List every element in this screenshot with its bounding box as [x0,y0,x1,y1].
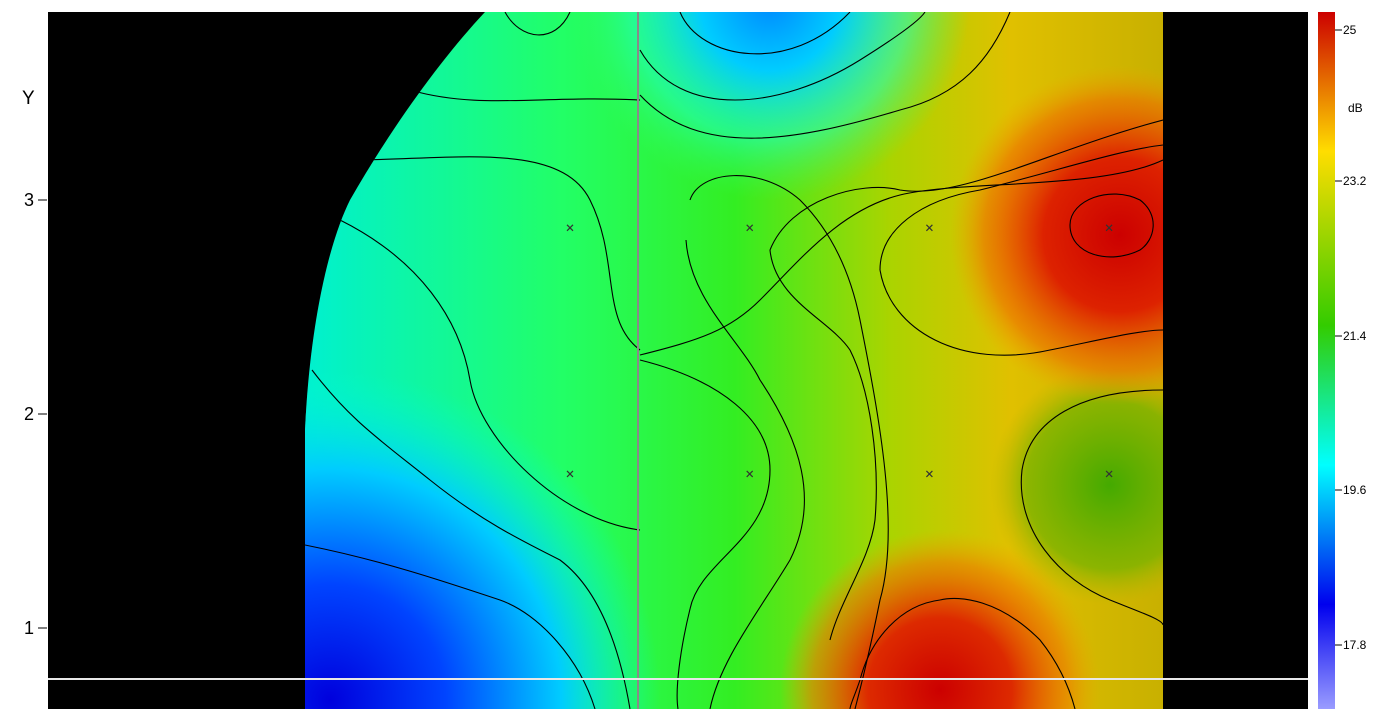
measurement-point-6 [746,470,754,478]
y-axis-ticks: 1 2 3 [24,190,47,638]
colorbar-tick-label-19.6: 19.6 [1343,483,1367,497]
contour-lines [305,12,1163,709]
colorbar-tick-label-25: 25 [1343,23,1357,37]
colorbar [1318,12,1335,709]
measurement-point-5 [566,470,574,478]
colorbar-unit: dB [1348,101,1363,115]
colorbar-tick-label-17.8: 17.8 [1343,638,1367,652]
measurement-point-3 [925,224,933,232]
heatmap-surface [305,12,1163,709]
y-tick-label-2: 2 [24,404,34,424]
measurement-points [566,224,1113,478]
colorbar-tick-label-21.4: 21.4 [1343,329,1367,343]
colorbar-tick-label-23.2: 23.2 [1343,174,1367,188]
y-tick-label-1: 1 [24,618,34,638]
measurement-point-2 [746,224,754,232]
colorbar-ticks: 25 23.2 21.4 19.6 17.8 [1335,23,1367,652]
measurement-point-1 [566,224,574,232]
measurement-point-4 [1105,224,1113,232]
measurement-point-8 [1105,470,1113,478]
measurement-point-7 [925,470,933,478]
y-axis-label: Y [22,88,35,109]
y-tick-label-3: 3 [24,190,34,210]
